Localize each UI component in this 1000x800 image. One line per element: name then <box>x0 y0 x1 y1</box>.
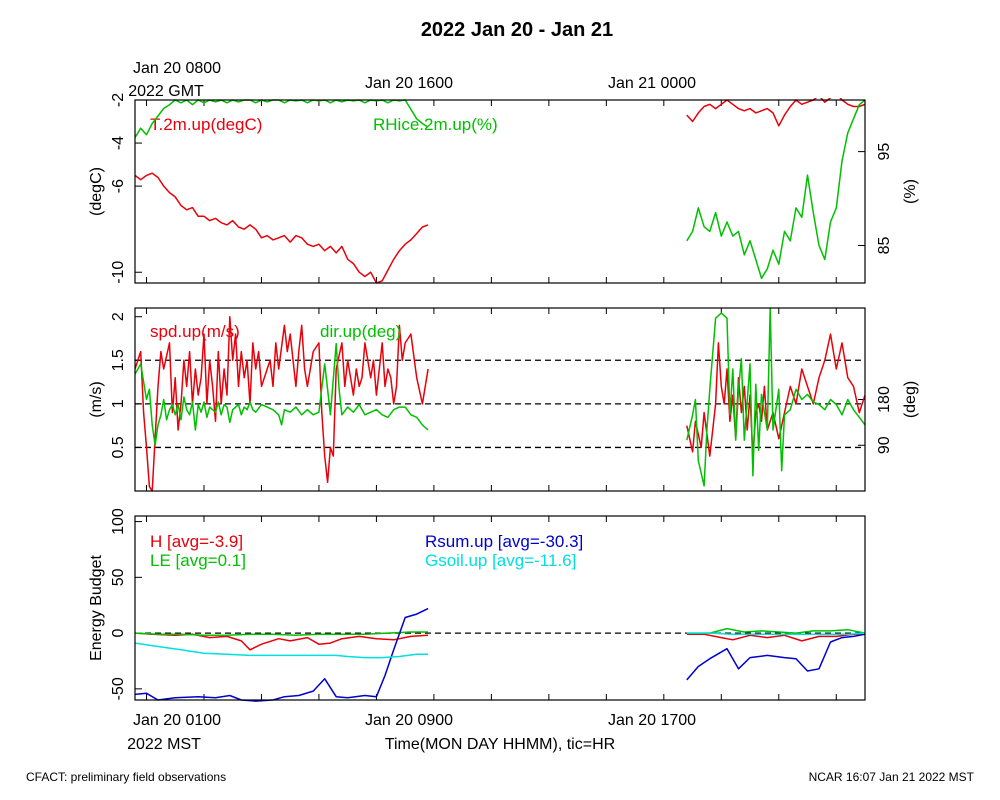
series-segment <box>686 632 865 635</box>
y-tick-label: 100 <box>110 508 127 535</box>
panel-frame <box>134 307 866 492</box>
legend-label: spd.up(m/s) <box>150 322 240 341</box>
legend-label: dir.up(deg) <box>320 322 401 341</box>
series-segment <box>135 642 429 659</box>
series-segment <box>135 631 429 637</box>
x-ticks <box>145 308 837 491</box>
y-tick-label: 50 <box>110 568 127 586</box>
series-segment <box>135 342 429 447</box>
bottom-tick-label-1: Jan 20 0100 <box>133 712 221 729</box>
y-right-axis-label: (deg) <box>902 381 919 418</box>
bottom-tick-label-2: Jan 20 0900 <box>365 712 453 729</box>
series-segment <box>135 172 429 284</box>
series-segment <box>686 307 865 487</box>
top-tick-label-1: Jan 20 0800 <box>133 60 221 77</box>
series-segment <box>686 99 865 280</box>
y-right-tick-label: 90 <box>876 436 893 454</box>
series-line <box>135 632 865 651</box>
chart-title: 2022 Jan 20 - Jan 21 <box>421 19 613 41</box>
y-tick-label: -4 <box>110 136 127 150</box>
y-tick-label: -10 <box>110 261 127 284</box>
panel-1: -2 -4 -6 -10 85 95 (degC) (%) T.2m.up(degC) RHice… <box>88 93 919 284</box>
top-tick-label-2: Jan 20 1600 <box>365 75 453 92</box>
legend-label: Rsum.up [avg=-30.3] <box>425 532 583 551</box>
panel-frame <box>134 515 866 701</box>
x-ticks <box>145 100 837 283</box>
bottom-tick-label-3: Jan 20 1700 <box>608 712 696 729</box>
y-tick-label: 1.5 <box>110 349 127 371</box>
series-segment <box>135 607 429 702</box>
y-axis-label: Energy Budget <box>88 555 105 661</box>
y-right-axis-label: (%) <box>902 179 919 204</box>
y-tick-label: 0.5 <box>110 436 127 458</box>
legend-label: Gsoil.up [avg=-11.6] <box>425 551 576 570</box>
series-segment <box>686 98 865 127</box>
y-right-tick-label: 95 <box>876 143 893 161</box>
series-segment <box>135 632 429 651</box>
panel-3: -50 0 50 100 Energy Budget H [avg=-3.9]LE [av… <box>88 508 866 702</box>
bottom-tick-label-1-line2: 2022 MST <box>127 736 201 753</box>
y-axis-label: (degC) <box>88 167 105 216</box>
series-line <box>135 627 865 637</box>
series-segment <box>686 633 865 642</box>
legend-label: T.2m.up(degC) <box>150 115 262 134</box>
y-tick-label: 1 <box>110 399 127 408</box>
series-line <box>135 607 865 702</box>
panel-frame <box>134 99 866 284</box>
legend-label: RHice.2m.up(%) <box>373 115 498 134</box>
y-tick-label: -50 <box>110 677 127 700</box>
footer-right: NCAR 16:07 Jan 21 2022 MST <box>809 770 975 784</box>
panel-2: 0.5 1 1.5 2 90 180 (m/s) (deg) spd.up(m/s) dir.up… <box>88 307 919 492</box>
legend-label: LE [avg=0.1] <box>150 551 246 570</box>
chart-panels: -2 -4 -6 -10 85 95 (degC) (%) T.2m.up(degC) RHice… <box>88 93 919 702</box>
series-line <box>135 98 865 284</box>
y-axis-label: (m/s) <box>88 381 105 417</box>
series-line <box>135 632 865 659</box>
series-segment <box>686 627 865 634</box>
top-tick-label-1-line2: 2022 GMT <box>128 83 204 100</box>
legend-label: H [avg=-3.9] <box>150 532 243 551</box>
y-right-tick-label: 85 <box>876 236 893 254</box>
y-tick-label: 2 <box>110 312 127 321</box>
series-segment <box>135 315 429 492</box>
series-segment <box>686 633 865 681</box>
top-tick-label-3: Jan 21 0000 <box>608 75 696 92</box>
x-axis-label: Time(MON DAY HHMM), tic=HR <box>385 736 615 753</box>
y-tick-label: 0 <box>110 629 127 638</box>
series-line <box>135 307 865 487</box>
footer-left: CFACT: preliminary field observations <box>26 770 226 784</box>
y-tick-label: -2 <box>110 93 127 107</box>
y-tick-label: -6 <box>110 179 127 193</box>
y-right-tick-label: 180 <box>876 386 893 413</box>
